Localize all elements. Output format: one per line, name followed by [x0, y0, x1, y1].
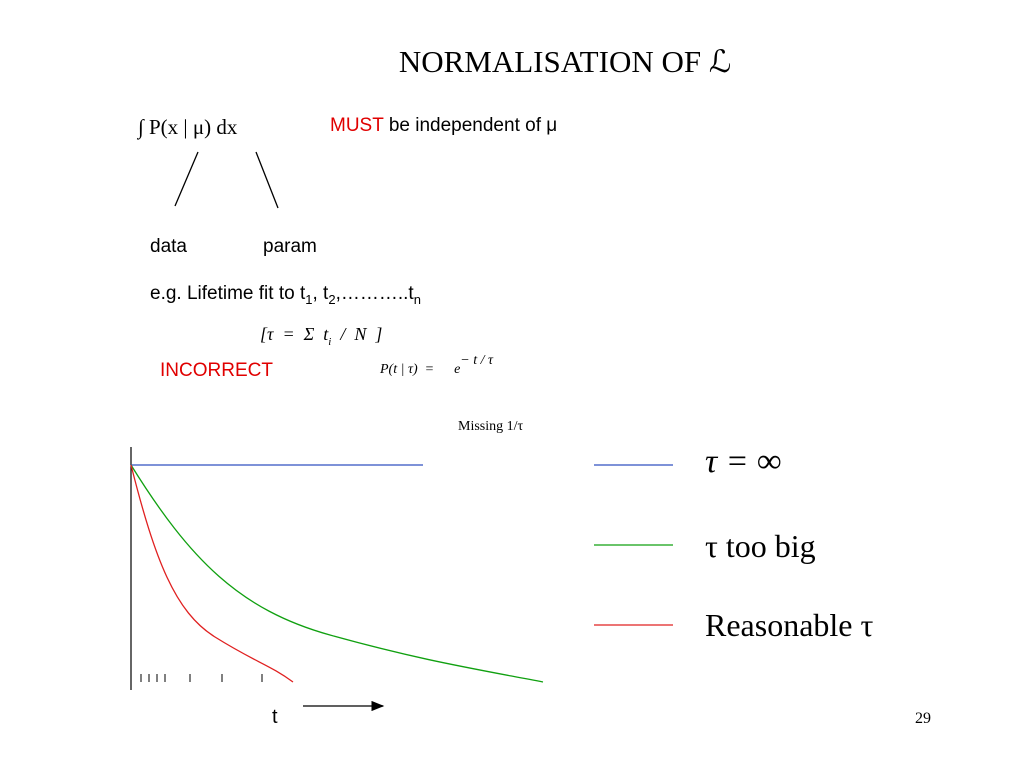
data-pointer: [174, 151, 199, 207]
example-text: ,………..t: [336, 283, 415, 304]
subscript: 2: [328, 292, 335, 307]
example-text: e.g. Lifetime fit to t: [150, 283, 306, 304]
page-number: 29: [915, 710, 931, 727]
missing-note: Missing 1/τ: [458, 419, 524, 434]
param-label: param: [263, 236, 317, 257]
curve-reasonable: [130, 464, 294, 683]
curve-too-big: [130, 464, 544, 683]
param-pointer: [255, 151, 279, 209]
pdf-text: P(t | τ) =: [379, 362, 434, 377]
legend-label: τ too big: [705, 528, 816, 564]
independence-text: be independent of μ: [389, 115, 557, 136]
estimate: [τ = Σ ti / N ]: [260, 324, 382, 348]
integral-formula: ∫ P(x | μ) dx: [136, 115, 238, 140]
estimate-text: [τ = Σ t: [260, 324, 329, 344]
legend-label: Reasonable τ: [705, 607, 874, 643]
axis-label: t: [272, 706, 278, 728]
incorrect: INCORRECT: [160, 360, 273, 381]
pdf-text: e: [454, 362, 460, 377]
title: NORMALISATION OF ℒ: [399, 44, 731, 79]
legend-label: τ = ∞: [705, 443, 781, 480]
estimate-text: / N ]: [331, 324, 382, 344]
event-ticks: [140, 674, 263, 682]
must: MUST: [330, 115, 384, 136]
subscript: n: [414, 292, 421, 307]
pdf: P(t | τ) = e− t / τ: [379, 353, 494, 377]
example-text: , t: [312, 283, 329, 304]
superscript: − t / τ: [460, 353, 494, 368]
data-label: data: [150, 236, 187, 257]
subscript: i: [328, 336, 331, 348]
example: e.g. Lifetime fit to t1, t2,………..tn: [150, 283, 421, 307]
subscript: 1: [305, 292, 312, 307]
formula-note: MUST be independent of μ: [330, 115, 557, 136]
